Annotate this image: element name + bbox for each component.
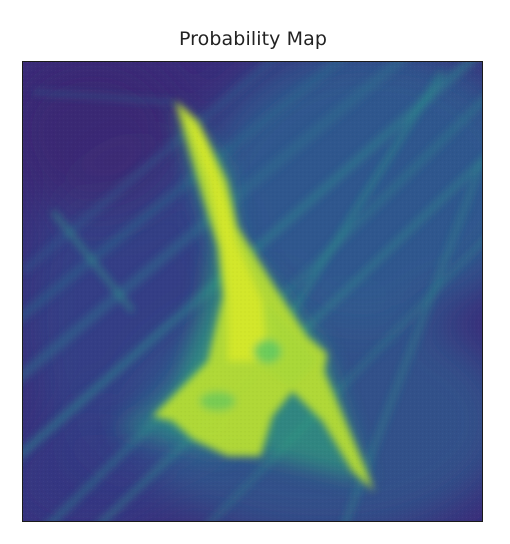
grain-texture — [23, 62, 482, 521]
figure-title: Probability Map — [178, 28, 328, 50]
probability-heatmap-icon — [23, 62, 482, 521]
probability-map — [22, 61, 483, 522]
